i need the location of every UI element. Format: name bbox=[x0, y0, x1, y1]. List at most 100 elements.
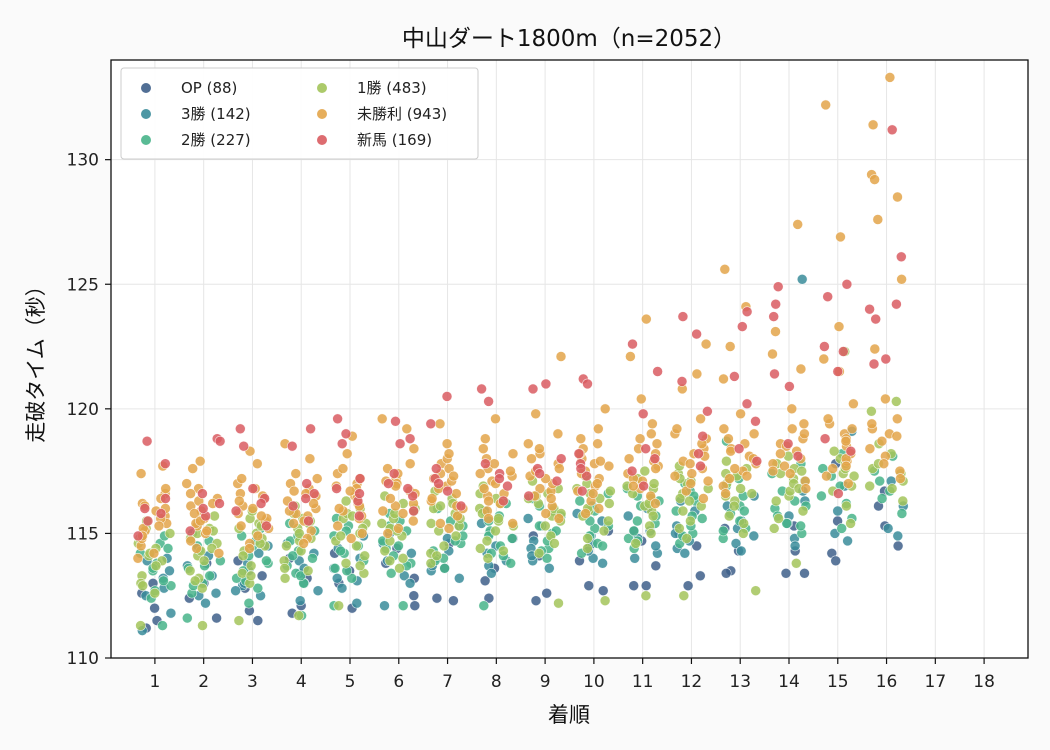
data-point bbox=[435, 500, 446, 512]
data-point bbox=[738, 518, 750, 529]
data-point bbox=[333, 600, 345, 612]
data-point bbox=[245, 560, 257, 572]
x-axis-label: 着順 bbox=[548, 703, 590, 727]
data-point bbox=[312, 585, 324, 597]
data-point bbox=[597, 557, 608, 569]
data-point bbox=[795, 363, 807, 375]
data-point bbox=[238, 440, 249, 452]
data-point bbox=[443, 523, 455, 534]
data-point bbox=[552, 428, 564, 440]
data-point bbox=[684, 458, 696, 470]
data-point bbox=[539, 520, 551, 532]
data-point bbox=[376, 413, 388, 425]
data-point bbox=[247, 503, 259, 514]
data-point bbox=[351, 597, 363, 609]
data-point bbox=[340, 428, 352, 440]
data-point bbox=[505, 557, 517, 569]
data-point bbox=[748, 530, 760, 542]
y-axis-label: 走破タイム（秒） bbox=[24, 275, 48, 443]
data-point bbox=[486, 567, 497, 579]
data-point bbox=[819, 433, 831, 445]
y-axis-ticks: 110 115 120 125 130 bbox=[67, 151, 111, 669]
data-point bbox=[767, 465, 779, 477]
data-point bbox=[383, 478, 394, 489]
data-point bbox=[874, 475, 886, 487]
data-point bbox=[160, 493, 171, 504]
data-point bbox=[507, 448, 519, 460]
data-point bbox=[402, 483, 414, 494]
data-point bbox=[573, 448, 585, 460]
data-point bbox=[534, 468, 545, 479]
data-point bbox=[479, 433, 491, 445]
data-point bbox=[741, 470, 753, 482]
data-point bbox=[135, 620, 146, 631]
y-tick-label: 115 bbox=[67, 524, 99, 544]
data-point bbox=[236, 473, 247, 484]
data-point bbox=[379, 600, 390, 612]
data-point bbox=[736, 321, 748, 332]
data-point bbox=[799, 428, 810, 440]
data-point bbox=[603, 498, 615, 509]
data-point bbox=[775, 448, 786, 460]
x-tick-label: 5 bbox=[345, 672, 356, 692]
data-point bbox=[354, 473, 366, 484]
data-point bbox=[335, 545, 346, 557]
data-point bbox=[841, 278, 853, 290]
data-point bbox=[385, 567, 397, 579]
data-point bbox=[751, 455, 763, 467]
data-point bbox=[553, 463, 565, 474]
data-point bbox=[650, 560, 662, 572]
data-point bbox=[340, 495, 352, 507]
data-point bbox=[599, 595, 611, 607]
data-point bbox=[870, 313, 882, 325]
data-point bbox=[582, 533, 593, 544]
data-point bbox=[729, 463, 741, 474]
data-point bbox=[897, 495, 909, 507]
data-point bbox=[490, 525, 501, 537]
data-point bbox=[587, 488, 599, 499]
data-point bbox=[593, 503, 605, 514]
data-point bbox=[718, 373, 729, 385]
data-point bbox=[198, 555, 210, 567]
data-point bbox=[235, 520, 247, 532]
data-point bbox=[866, 418, 878, 430]
data-point bbox=[155, 508, 167, 519]
legend-marker bbox=[317, 135, 327, 145]
data-point bbox=[404, 458, 416, 470]
data-point bbox=[332, 413, 343, 425]
data-point bbox=[629, 552, 641, 564]
data-point bbox=[185, 488, 196, 499]
data-point bbox=[691, 368, 703, 380]
data-point bbox=[718, 423, 730, 435]
data-point bbox=[455, 500, 467, 512]
data-point bbox=[574, 495, 586, 507]
data-point bbox=[648, 478, 660, 489]
data-point bbox=[213, 547, 225, 559]
data-point bbox=[243, 597, 255, 609]
data-point bbox=[261, 520, 272, 532]
data-point bbox=[376, 518, 388, 529]
data-point bbox=[237, 550, 249, 562]
data-point bbox=[332, 520, 344, 532]
data-point bbox=[483, 396, 494, 407]
legend-label: 新馬 (169) bbox=[357, 131, 432, 149]
data-point bbox=[555, 453, 567, 465]
data-point bbox=[878, 458, 890, 470]
data-point bbox=[691, 540, 703, 552]
data-point bbox=[505, 465, 516, 477]
data-point bbox=[864, 480, 876, 492]
data-point bbox=[431, 550, 443, 562]
x-tick-label: 16 bbox=[876, 672, 898, 692]
data-point bbox=[448, 595, 459, 607]
data-point bbox=[645, 428, 657, 440]
data-point bbox=[331, 483, 342, 494]
data-point bbox=[832, 488, 844, 499]
data-point bbox=[197, 620, 208, 631]
data-point bbox=[637, 408, 649, 420]
data-point bbox=[483, 592, 495, 604]
data-point bbox=[478, 600, 490, 612]
data-point bbox=[425, 518, 437, 529]
data-point bbox=[149, 602, 160, 614]
data-point bbox=[597, 540, 608, 552]
data-point bbox=[587, 552, 599, 564]
